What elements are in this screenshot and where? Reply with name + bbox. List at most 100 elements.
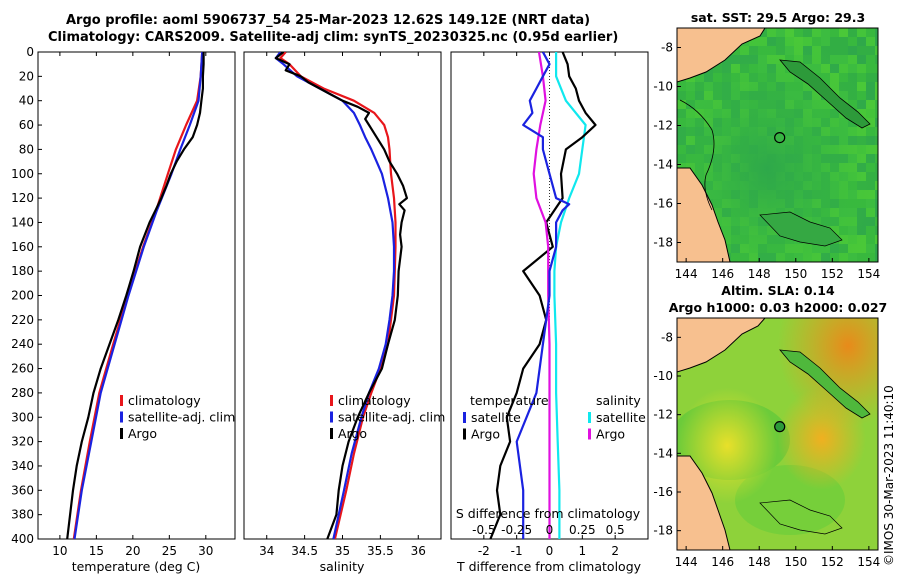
y-tick-label: 200	[11, 289, 34, 303]
x-tick-label: 10	[52, 544, 67, 558]
temperature-axes-frame	[37, 51, 236, 540]
y-tick-label: 260	[11, 362, 34, 376]
salinity-diff-legend-swatch	[588, 428, 591, 440]
y-tick-label: 140	[11, 215, 34, 229]
sst-reef-contour	[759, 211, 843, 247]
temperature-legend-swatch	[120, 395, 123, 406]
temperature-legend-title: temperature	[470, 393, 549, 408]
salinity-diff-legend-label: Argo	[596, 427, 625, 442]
sst-float-marker	[774, 131, 786, 144]
y-tick-label: 300	[11, 410, 34, 424]
temperature-argo-line	[66, 52, 205, 539]
temperature-legend-swatch	[120, 411, 123, 423]
map-x-tick-label: 144	[675, 555, 698, 569]
salinity-legend-swatch	[330, 428, 333, 439]
difference-temperature-argo-line	[489, 52, 597, 539]
temperature-xlabel: temperature (deg C)	[72, 559, 201, 574]
y-tick-label: 400	[11, 532, 34, 546]
sla-map-title-line1: Altim. SLA: 0.14	[721, 283, 835, 298]
salinity-axes-frame	[243, 51, 442, 540]
x-tick-label: 1	[579, 544, 587, 558]
salinity-climatology-line	[279, 52, 397, 539]
map-y-tick-label: -14	[653, 158, 673, 172]
map-y-tick-label: -8	[661, 330, 673, 344]
salinity-diff-legend-swatch	[588, 412, 591, 423]
y-tick-label: 240	[11, 337, 34, 351]
map-x-tick-label: 148	[748, 267, 771, 281]
map-x-tick-label: 154	[857, 555, 880, 569]
y-tick-label: 120	[11, 191, 34, 205]
map-x-tick-label: 146	[711, 267, 734, 281]
x-tick-label: 35	[335, 544, 350, 558]
temperature-legend-swatch	[120, 428, 123, 439]
salinity-diff-legend-label: satellite	[596, 410, 646, 425]
temperature-diff-legend-label: Argo	[471, 427, 500, 442]
x-tick-label: 30	[198, 544, 213, 558]
sla-reef-contour	[759, 499, 843, 535]
map-x-tick-label: 150	[784, 267, 807, 281]
temperature-diff-legend-swatch	[463, 412, 466, 423]
sst-map-frame	[676, 27, 879, 263]
map-x-tick-label: 152	[821, 267, 844, 281]
s-difference-tick-label: -0.5	[472, 523, 495, 537]
y-tick-label: 40	[19, 94, 34, 108]
temperature-panel: 0 20 40 60 80 100 120 140 160 180 200 220 240 260 280 3…	[11, 45, 236, 574]
y-tick-label: 180	[11, 264, 34, 278]
x-tick-label: 2	[611, 544, 619, 558]
island-chain-shelf	[779, 59, 871, 129]
temperature-legend-label: satellite-adj. clim	[128, 410, 235, 425]
x-tick-label: 34	[259, 544, 274, 558]
salinity-panel: 34 34.5 35 35.5 36 salinity climatology satel…	[243, 51, 445, 574]
map-y-tick-label: -16	[653, 197, 673, 211]
salinity-legend-title: salinity	[596, 393, 641, 408]
new-guinea-land	[677, 28, 766, 83]
map-y-tick-label: -12	[653, 408, 673, 422]
sst-shelf-contour	[679, 99, 715, 211]
x-tick-label: 25	[162, 544, 177, 558]
y-tick-label: 80	[19, 142, 34, 156]
map-y-tick-label: -10	[653, 80, 673, 94]
y-tick-label: 320	[11, 435, 34, 449]
s-difference-tick-label: 0.5	[606, 523, 625, 537]
salinity-argo-line	[274, 52, 408, 539]
x-tick-label: -1	[511, 544, 523, 558]
map-y-tick-label: -8	[661, 41, 673, 55]
sla-new-guinea-land	[677, 318, 766, 373]
australia-land	[677, 167, 731, 262]
x-tick-label: 34.5	[291, 544, 318, 558]
salinity-legend-swatch	[330, 395, 333, 406]
y-tick-label: 220	[11, 313, 34, 327]
y-tick-label: 380	[11, 508, 34, 522]
temperature-diff-legend-swatch	[463, 428, 466, 440]
map-y-tick-label: -10	[653, 369, 673, 383]
y-tick-label: 20	[19, 69, 34, 83]
y-tick-label: 340	[11, 459, 34, 473]
imos-credit: ©IMOS 30-Mar-2023 11:40:10	[882, 385, 896, 566]
difference-panel: -2 -1 0 1 2 T difference from climatology S …	[450, 51, 649, 574]
difference-temperature-satellite-line	[553, 52, 587, 539]
salinity-legend-label: Argo	[338, 426, 367, 441]
y-tick-label: 100	[11, 167, 34, 181]
temperature-legend-label: Argo	[128, 426, 157, 441]
y-tick-label: 360	[11, 483, 34, 497]
x-tick-label: 20	[125, 544, 140, 558]
x-tick-label: 35.5	[367, 544, 394, 558]
salinity-legend-label: climatology	[338, 393, 411, 408]
s-difference-tick-label: 0	[546, 523, 554, 537]
salinity-xlabel: salinity	[320, 559, 365, 574]
map-y-tick-label: -18	[653, 236, 673, 250]
x-tick-label: 36	[411, 544, 426, 558]
map-x-tick-label: 150	[784, 555, 807, 569]
sla-map-frame	[676, 317, 879, 551]
salinity-legend-label: satellite-adj. clim	[338, 410, 445, 425]
difference-salinity-argo-line	[515, 52, 571, 539]
salinity-legend-swatch	[330, 411, 333, 423]
x-tick-label: 0	[546, 544, 554, 558]
map-x-tick-label: 152	[821, 555, 844, 569]
sla-australia-land	[677, 455, 731, 550]
sla-map: Altim. SLA: 0.14 Argo h1000: 0.03 h2000:…	[653, 283, 887, 569]
sla-map-title-line2: Argo h1000: 0.03 h2000: 0.027	[669, 300, 888, 315]
sla-island-chain	[779, 349, 871, 419]
x-tick-label: -2	[478, 544, 490, 558]
